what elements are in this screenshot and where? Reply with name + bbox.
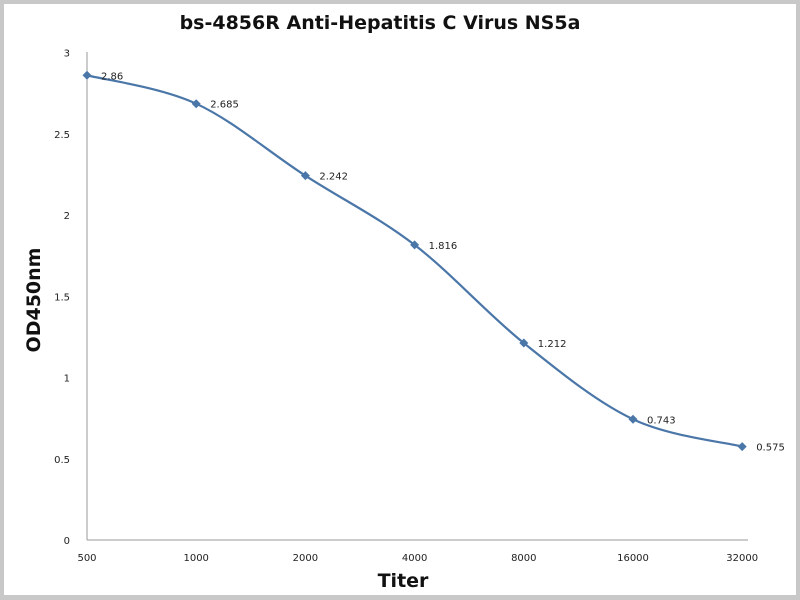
data-point-marker	[628, 414, 638, 424]
y-tick-label: 3	[64, 49, 70, 60]
y-tick-label: 2.5	[54, 130, 70, 141]
data-label: 2.685	[210, 100, 239, 111]
data-point-marker	[410, 240, 420, 250]
x-axis-label: Titer	[378, 570, 429, 592]
data-label: 1.816	[429, 241, 458, 252]
x-tick-label: 1000	[183, 553, 208, 564]
y-axis-label: OD450nm	[23, 248, 45, 353]
data-point-marker	[519, 338, 529, 348]
data-label: 0.743	[647, 415, 676, 426]
y-tick-label: 1	[64, 374, 70, 385]
data-point-marker	[300, 171, 310, 181]
x-tick-label: 500	[77, 553, 96, 564]
data-label: 1.212	[538, 339, 567, 350]
y-tick-label: 0.5	[54, 455, 70, 466]
data-label: 2.86	[101, 71, 123, 82]
data-point-marker	[191, 99, 201, 109]
series-line	[86, 74, 743, 448]
x-tick-label: 32000	[726, 553, 758, 564]
x-tick-label: 8000	[511, 553, 536, 564]
data-label: 0.575	[756, 443, 785, 454]
x-tick-label: 16000	[617, 553, 649, 564]
y-tick-label: 2	[64, 211, 70, 222]
y-tick-label: 0	[64, 536, 70, 547]
x-tick-label: 2000	[293, 553, 318, 564]
data-label: 2.242	[319, 172, 348, 183]
data-point-marker	[737, 442, 747, 452]
y-tick-label: 1.5	[54, 292, 70, 303]
data-point-marker	[82, 70, 92, 80]
x-tick-label: 4000	[402, 553, 427, 564]
chart-title: bs-4856R Anti-Hepatitis C Virus NS5a	[180, 12, 581, 34]
